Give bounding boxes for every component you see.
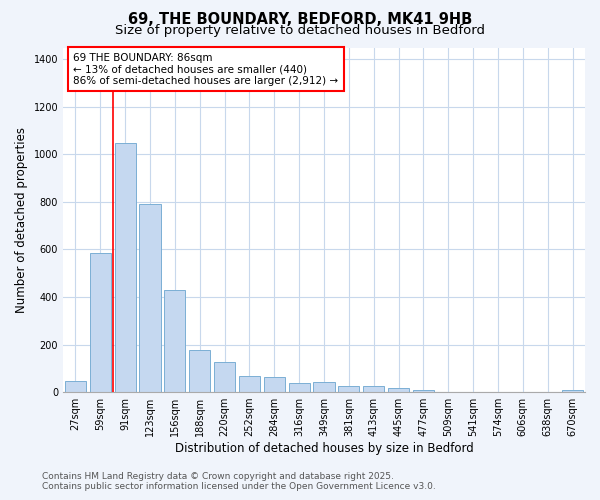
- Bar: [239, 376, 260, 392]
- X-axis label: Distribution of detached houses by size in Bedford: Distribution of detached houses by size …: [175, 442, 473, 455]
- Bar: [313, 382, 335, 392]
- Bar: [413, 390, 434, 392]
- Text: Contains HM Land Registry data © Crown copyright and database right 2025.
Contai: Contains HM Land Registry data © Crown c…: [42, 472, 436, 491]
- Bar: [214, 362, 235, 392]
- Bar: [90, 253, 111, 392]
- Text: Size of property relative to detached houses in Bedford: Size of property relative to detached ho…: [115, 24, 485, 37]
- Bar: [264, 376, 285, 392]
- Text: 69 THE BOUNDARY: 86sqm
← 13% of detached houses are smaller (440)
86% of semi-de: 69 THE BOUNDARY: 86sqm ← 13% of detached…: [73, 52, 338, 86]
- Bar: [189, 350, 211, 392]
- Bar: [164, 290, 185, 392]
- Bar: [363, 386, 384, 392]
- Text: 69, THE BOUNDARY, BEDFORD, MK41 9HB: 69, THE BOUNDARY, BEDFORD, MK41 9HB: [128, 12, 472, 28]
- Bar: [289, 382, 310, 392]
- Bar: [139, 204, 161, 392]
- Bar: [562, 390, 583, 392]
- Bar: [338, 386, 359, 392]
- Bar: [115, 144, 136, 392]
- Bar: [388, 388, 409, 392]
- Y-axis label: Number of detached properties: Number of detached properties: [15, 127, 28, 313]
- Bar: [65, 381, 86, 392]
